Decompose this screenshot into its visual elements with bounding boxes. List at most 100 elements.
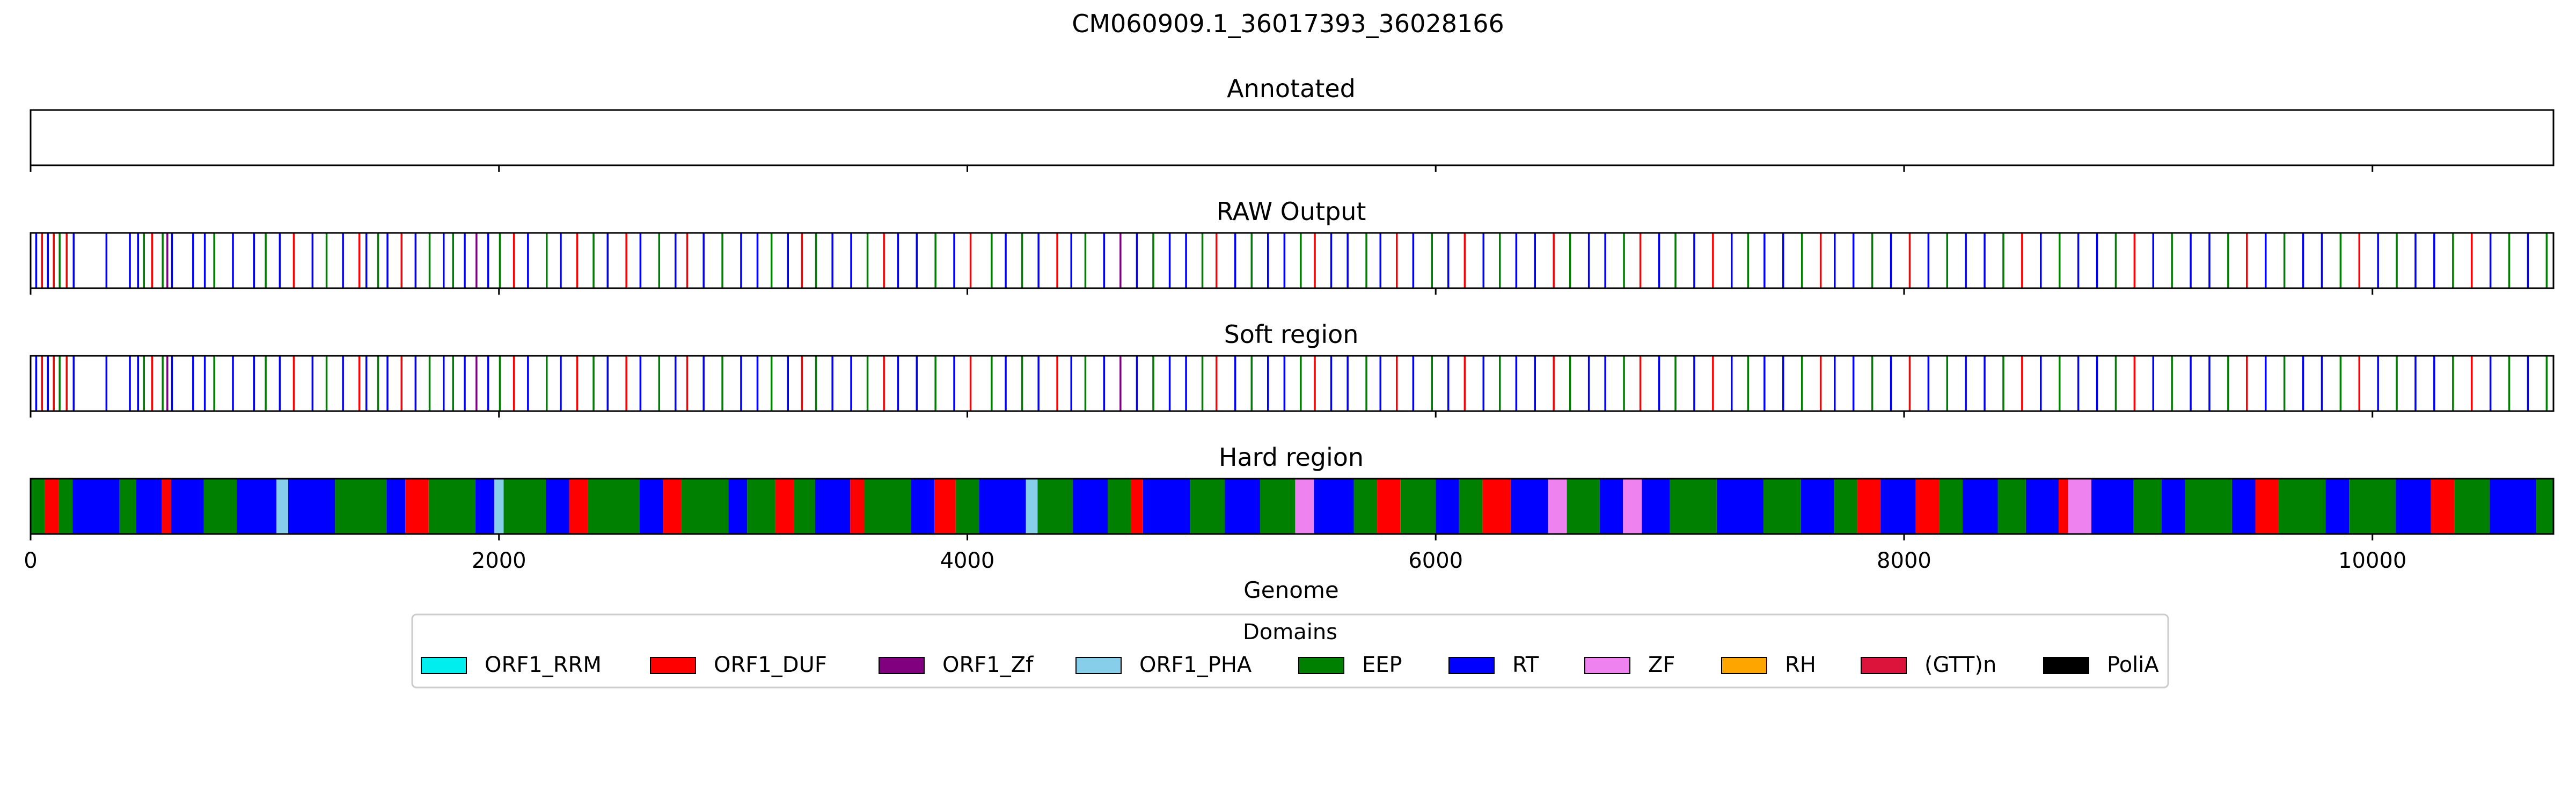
domain-segment <box>513 356 515 411</box>
domain-segment <box>1346 356 1349 411</box>
domain-segment <box>2059 233 2061 288</box>
domain-segment <box>166 233 169 288</box>
domain-segment <box>702 356 705 411</box>
domain-segment <box>1763 356 1766 411</box>
domain-segment <box>162 356 164 411</box>
domain-segment <box>2433 356 2435 411</box>
domain-segment <box>1447 356 1450 411</box>
panel-raw-output: RAW Output <box>30 197 2555 295</box>
domain-segment <box>1587 233 1590 288</box>
domain-segment <box>47 233 49 288</box>
domain-segment <box>1431 233 1433 288</box>
x-axis: 0 2000 4000 6000 8000 10000 <box>24 548 2406 573</box>
panel-frame <box>30 109 2555 166</box>
domain-segment <box>1005 356 1007 411</box>
domain-segment <box>1965 233 1967 288</box>
domain-segment <box>2471 356 2473 411</box>
domain-segment <box>1201 356 1204 411</box>
domain-segment <box>2002 233 2004 288</box>
domain-segment <box>1365 233 1367 288</box>
domain-segment <box>625 233 627 288</box>
domain-segment <box>58 233 61 288</box>
domain-segment <box>1201 233 1204 288</box>
domain-segment <box>65 233 68 288</box>
panel-annotated: Annotated <box>30 74 2555 172</box>
domain-segment <box>2265 233 2267 288</box>
domain-segment <box>1984 356 1986 411</box>
domain-segment <box>1346 233 1349 288</box>
domain-segment <box>171 479 204 534</box>
domain-segment <box>934 479 956 534</box>
domain-segment <box>2246 356 2248 411</box>
legend-label: ORF1_PHA <box>1139 653 1252 677</box>
domain-segment <box>136 479 162 534</box>
x-tick-label: 0 <box>24 548 37 573</box>
domain-segment <box>428 479 476 534</box>
domain-segment <box>1330 356 1333 411</box>
domain-segment <box>1553 233 1555 288</box>
domain-segment <box>365 233 368 288</box>
domain-segment <box>2489 356 2492 411</box>
domain-segment <box>1136 233 1138 288</box>
domain-segment <box>1782 233 1784 288</box>
panel-background <box>31 110 2553 165</box>
domain-segment <box>801 356 803 411</box>
domain-segment <box>721 356 723 411</box>
domain-segment <box>503 479 546 534</box>
domain-segment <box>105 356 108 411</box>
domain-segment <box>953 233 955 288</box>
domain-segment <box>1569 356 1571 411</box>
domain-segment <box>2114 233 2117 288</box>
domain-segment <box>1890 356 1892 411</box>
domain-segment <box>2171 356 2173 411</box>
domain-segment <box>2545 233 2548 288</box>
domain-segment <box>1819 356 1822 411</box>
domain-segment <box>1056 356 1058 411</box>
domain-segment <box>1168 233 1171 288</box>
domain-segment <box>2471 233 2473 288</box>
domain-segment <box>1037 233 1040 288</box>
domain-segment <box>203 356 206 411</box>
legend-title: Domains <box>1243 620 1337 645</box>
panel-frame <box>30 478 2555 535</box>
legend-label: ORF1_DUF <box>714 653 827 677</box>
domain-segment <box>1693 233 1695 288</box>
domain-segment <box>639 356 642 411</box>
domain-segment <box>955 479 979 534</box>
domain-segment <box>934 233 936 288</box>
domain-segment <box>72 356 75 411</box>
domain-segment <box>801 233 803 288</box>
domain-segment <box>1072 479 1108 534</box>
legend-label: RT <box>1512 653 1539 677</box>
domain-segment <box>2349 479 2396 534</box>
domain-segment <box>35 233 38 288</box>
domain-segment <box>1260 479 1296 534</box>
domain-segment <box>171 356 173 411</box>
domain-segment <box>527 356 529 411</box>
domain-segment <box>2246 233 2248 288</box>
domain-segment <box>2302 233 2304 288</box>
domain-segment <box>279 356 281 411</box>
domain-segment <box>560 356 562 411</box>
domain-segment <box>1984 233 1986 288</box>
domain-segment <box>588 479 640 534</box>
domain-segment <box>1070 233 1072 288</box>
domain-segment <box>1267 233 1269 288</box>
domain-segment <box>2545 356 2548 411</box>
domain-segment <box>386 356 389 411</box>
domain-segment <box>2527 356 2529 411</box>
domain-segment <box>58 356 61 411</box>
domain-segment <box>1436 479 1459 534</box>
domain-segment <box>1084 356 1087 411</box>
domain-segment <box>1379 233 1381 288</box>
domain-segment <box>1819 233 1822 288</box>
legend-swatch <box>1448 657 1495 674</box>
domain-segment <box>897 356 899 411</box>
domain-segment <box>1190 479 1225 534</box>
domain-segment <box>546 479 569 534</box>
domain-segment <box>2255 479 2279 534</box>
domain-segment <box>1005 233 1007 288</box>
domain-segment <box>342 356 344 411</box>
domain-segment <box>2171 233 2173 288</box>
